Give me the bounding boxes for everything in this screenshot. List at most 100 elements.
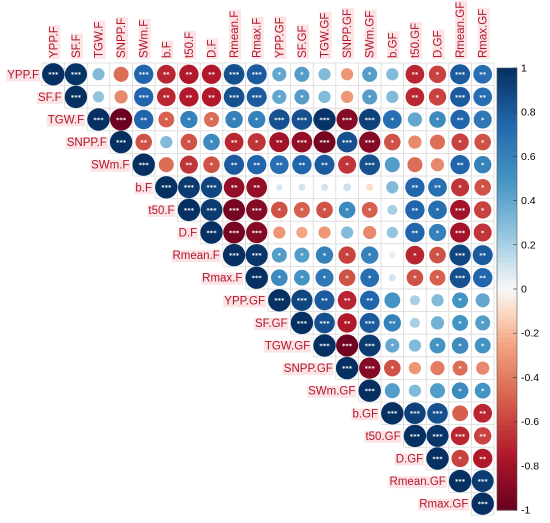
significance-stars: *** bbox=[455, 274, 466, 282]
corr-circle-SNPP.F-t50.F bbox=[180, 133, 198, 151]
colorbar-segment bbox=[497, 249, 517, 255]
corr-circle-Rmean.F-Rmax.GF bbox=[472, 245, 493, 266]
significance-stars: ** bbox=[231, 184, 238, 192]
colorbar-tick-label: -0.8 bbox=[521, 460, 539, 472]
row-label: Rmean.GF bbox=[390, 476, 446, 488]
significance-stars: ** bbox=[321, 161, 328, 169]
colorbar-tick-label: 0 bbox=[521, 284, 527, 296]
row-labels: YPP.F SF.F TGW.F SNPP.F SWm.F b.F t50.F D.F Rmea… bbox=[6, 69, 470, 511]
corr-circle-Rmax.F-TGW.GF bbox=[315, 268, 334, 287]
significance-stars: *** bbox=[206, 184, 217, 192]
significance-stars: *** bbox=[297, 297, 308, 305]
corr-circle-YPP.F-D.GF bbox=[428, 65, 447, 83]
corr-circle-D.F-YPP.GF bbox=[273, 226, 286, 239]
corr-circle-SNPP.GF-b.GF bbox=[383, 359, 401, 377]
corr-circle-SF.F-TGW.F bbox=[92, 91, 105, 103]
significance-stars: *** bbox=[116, 116, 127, 124]
significance-stars: * bbox=[391, 139, 395, 147]
corr-circle-YPP.GF-SNPP.GF bbox=[337, 290, 357, 310]
significance-stars: *** bbox=[455, 93, 466, 101]
significance-stars: *** bbox=[365, 319, 376, 327]
colorbar-segment bbox=[497, 470, 517, 476]
corr-circle-Rmax.GF-Rmax.GF bbox=[471, 492, 494, 515]
significance-stars: ** bbox=[298, 161, 305, 169]
column-label-bg bbox=[138, 18, 151, 59]
colorbar-segment bbox=[497, 337, 517, 343]
significance-stars: *** bbox=[365, 116, 376, 124]
significance-stars: *** bbox=[342, 342, 353, 350]
colorbar-segment bbox=[497, 465, 517, 471]
significance-stars: *** bbox=[139, 161, 150, 169]
column-label-bg bbox=[477, 7, 490, 59]
corr-circle-YPP.GF-D.GF bbox=[431, 294, 444, 307]
colorbar-segment bbox=[497, 474, 517, 480]
corr-circle-b.GF-Rmax.GF bbox=[473, 403, 493, 423]
significance-stars: *** bbox=[206, 229, 217, 237]
significance-stars: * bbox=[458, 342, 462, 350]
colorbar-segment bbox=[497, 266, 517, 272]
significance-stars: ** bbox=[479, 455, 486, 463]
significance-stars: * bbox=[436, 229, 440, 237]
colorbar-segment bbox=[497, 129, 517, 135]
corr-circle-t50.GF-t50.GF bbox=[403, 424, 427, 448]
colorbar-segment bbox=[497, 443, 517, 449]
row-label: b.GF bbox=[352, 408, 378, 420]
corr-circle-D.F-SNPP.GF bbox=[340, 226, 354, 239]
colorbar-segment bbox=[497, 147, 517, 153]
corr-circle-SWm.F-Rmax.F bbox=[247, 155, 267, 175]
row-label: YPP.F bbox=[7, 69, 39, 81]
significance-stars: *** bbox=[229, 206, 240, 214]
corr-circle-TGW.F-SWm.F bbox=[134, 109, 154, 130]
corr-circle-SNPP.F-YPP.GF bbox=[269, 132, 290, 153]
significance-stars: ** bbox=[231, 161, 238, 169]
colorbar-segment bbox=[497, 200, 517, 206]
significance-stars: *** bbox=[93, 116, 104, 124]
colorbar-segment bbox=[497, 297, 517, 303]
corr-circle-t50.F-Rmean.GF bbox=[450, 199, 471, 220]
corr-circle-TGW.F-YPP.GF bbox=[268, 109, 290, 130]
colorbar-segment bbox=[497, 434, 517, 440]
column-label-bg bbox=[116, 16, 129, 59]
corr-circle-SF.GF-Rmean.GF bbox=[452, 314, 469, 331]
corr-circle-b.F-Rmean.F bbox=[223, 176, 245, 198]
colorbar-segment bbox=[497, 403, 517, 409]
significance-stars: *** bbox=[365, 365, 376, 373]
column-label-group: D.F bbox=[206, 38, 219, 59]
corr-circle-t50.F-SWm.GF bbox=[361, 201, 378, 218]
corr-circle-D.F-SF.GF bbox=[296, 226, 308, 239]
significance-stars: ** bbox=[185, 71, 192, 79]
corr-circle-SNPP.GF-SNPP.GF bbox=[335, 356, 359, 380]
column-label-group: b.GF bbox=[387, 31, 400, 59]
significance-stars: * bbox=[165, 116, 169, 124]
column-label: SNPP.GF bbox=[342, 9, 354, 58]
column-label-group: YPP.GF bbox=[274, 16, 287, 59]
corr-circle-Rmean.F-Rmax.F bbox=[245, 244, 268, 267]
significance-stars: *** bbox=[274, 297, 285, 305]
corr-circle-YPP.F-Rmean.GF bbox=[450, 64, 471, 85]
corr-circle-SNPP.F-b.GF bbox=[383, 133, 401, 151]
corr-circle-SWm.F-SNPP.GF bbox=[338, 155, 357, 174]
corr-circle-SNPP.GF-Rmax.GF bbox=[476, 361, 490, 375]
corr-circle-YPP.F-D.F bbox=[201, 64, 222, 84]
colorbar-tick-label: 0.6 bbox=[521, 151, 536, 163]
corr-circle-SWm.F-SWm.F bbox=[132, 153, 155, 176]
row-label: t50.F bbox=[148, 205, 174, 217]
corr-circle-SF.F-YPP.GF bbox=[272, 89, 287, 104]
corr-circle-b.F-Rmean.GF bbox=[451, 178, 470, 197]
column-label: SWm.GF bbox=[365, 11, 377, 58]
corr-circle-b.GF-b.GF bbox=[381, 402, 404, 425]
row-label-bg bbox=[171, 250, 221, 263]
significance-stars: *** bbox=[342, 139, 353, 147]
colorbar-segment bbox=[497, 377, 517, 383]
corr-circle-SF.F-D.GF bbox=[428, 88, 447, 106]
row-label-bg bbox=[90, 159, 131, 172]
corr-circle-TGW.F-b.GF bbox=[382, 110, 402, 129]
column-label: YPP.GF bbox=[274, 17, 286, 58]
corr-circle-b.F-t50.GF bbox=[405, 177, 425, 197]
corr-circle-t50.F-t50.F bbox=[177, 198, 201, 222]
colorbar-segment bbox=[497, 94, 517, 100]
corr-circle-b.GF-D.GF bbox=[427, 402, 448, 424]
column-label-bg bbox=[342, 8, 355, 59]
colorbar-tick-label: -1 bbox=[521, 505, 530, 517]
row-label-bg bbox=[307, 385, 357, 398]
